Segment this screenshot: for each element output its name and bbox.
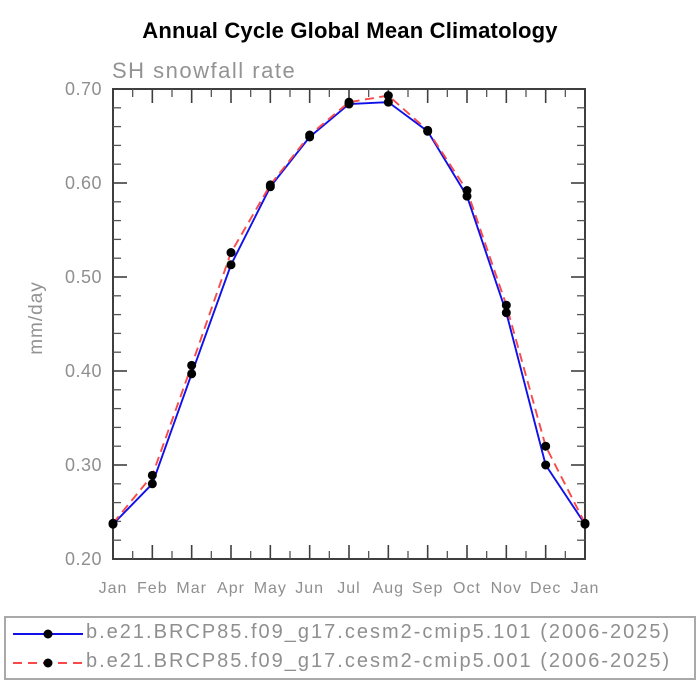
data-point-s1-12 — [580, 518, 590, 528]
data-point-s1-5 — [305, 130, 315, 140]
data-point-s0-7 — [383, 97, 393, 107]
data-point-s1-11 — [541, 441, 551, 451]
y-tick-label: 0.40 — [65, 361, 102, 381]
x-tick-label: May — [254, 580, 287, 597]
x-tick-label: Sep — [412, 580, 443, 597]
data-point-s1-3 — [226, 248, 236, 258]
legend-item-series-101: b.e21.BRCP85.f09_g17.cesm2-cmip5.101 (20… — [10, 619, 690, 648]
data-point-s0-1 — [147, 479, 157, 489]
series-line-1 — [112, 94, 586, 524]
legend-item-series-001: b.e21.BRCP85.f09_g17.cesm2-cmip5.001 (20… — [10, 648, 690, 677]
x-tick-label: Jan — [571, 580, 600, 597]
legend-label-series-101: b.e21.BRCP85.f09_g17.cesm2-cmip5.101 (20… — [86, 621, 672, 643]
data-point-s1-4 — [265, 180, 275, 190]
data-point-s0-10 — [501, 308, 511, 318]
data-point-s1-10 — [501, 300, 511, 310]
data-point-s1-7 — [383, 91, 393, 101]
data-point-s1-2 — [187, 360, 197, 370]
y-tick-label: 0.70 — [65, 79, 102, 99]
plot-area: Jan Feb Mar Apr May Jun Jul Aug Sep Oct Nov Dec Jan 0… — [65, 79, 600, 597]
chart-title: Annual Cycle Global Mean Climatology — [142, 18, 558, 43]
y-tick-label: 0.20 — [65, 549, 102, 569]
legend-marker-dot-icon — [43, 658, 53, 667]
data-point-s1-6 — [344, 97, 354, 107]
series-line-0 — [112, 101, 586, 525]
data-point-s1-8 — [423, 125, 433, 135]
x-tick-label: Mar — [176, 580, 207, 597]
legend-line-sample-solid — [13, 629, 83, 638]
data-point-s1-0 — [108, 518, 118, 528]
data-point-s1-1 — [147, 470, 157, 480]
legend-marker-dot-icon — [43, 629, 53, 638]
plot-frame — [112, 88, 586, 560]
x-tick-label: Oct — [453, 580, 481, 597]
y-tick-label: 0.50 — [65, 267, 102, 287]
legend-line-sample-dashed — [13, 658, 83, 667]
y-tick-label: 0.30 — [65, 455, 102, 475]
data-point-s0-2 — [187, 369, 197, 379]
data-point-s0-3 — [226, 260, 236, 270]
x-tick-label: Jan — [99, 580, 128, 597]
x-tick-label: Jul — [337, 580, 360, 597]
x-tick-label: Nov — [491, 580, 522, 597]
data-point-s1-9 — [462, 186, 472, 196]
legend-label-series-001: b.e21.BRCP85.f09_g17.cesm2-cmip5.001 (20… — [86, 650, 672, 672]
legend-box: b.e21.BRCP85.f09_g17.cesm2-cmip5.101 (20… — [4, 616, 696, 680]
x-tick-label: Jun — [295, 580, 324, 597]
x-tick-label: Apr — [217, 580, 245, 597]
chart-subtitle: SH snowfall rate — [112, 58, 297, 83]
data-point-s0-11 — [541, 460, 551, 470]
x-tick-label: Dec — [530, 580, 561, 597]
x-tick-label: Aug — [373, 580, 404, 597]
x-tick-label: Feb — [137, 580, 168, 597]
y-tick-label: 0.60 — [65, 173, 102, 193]
